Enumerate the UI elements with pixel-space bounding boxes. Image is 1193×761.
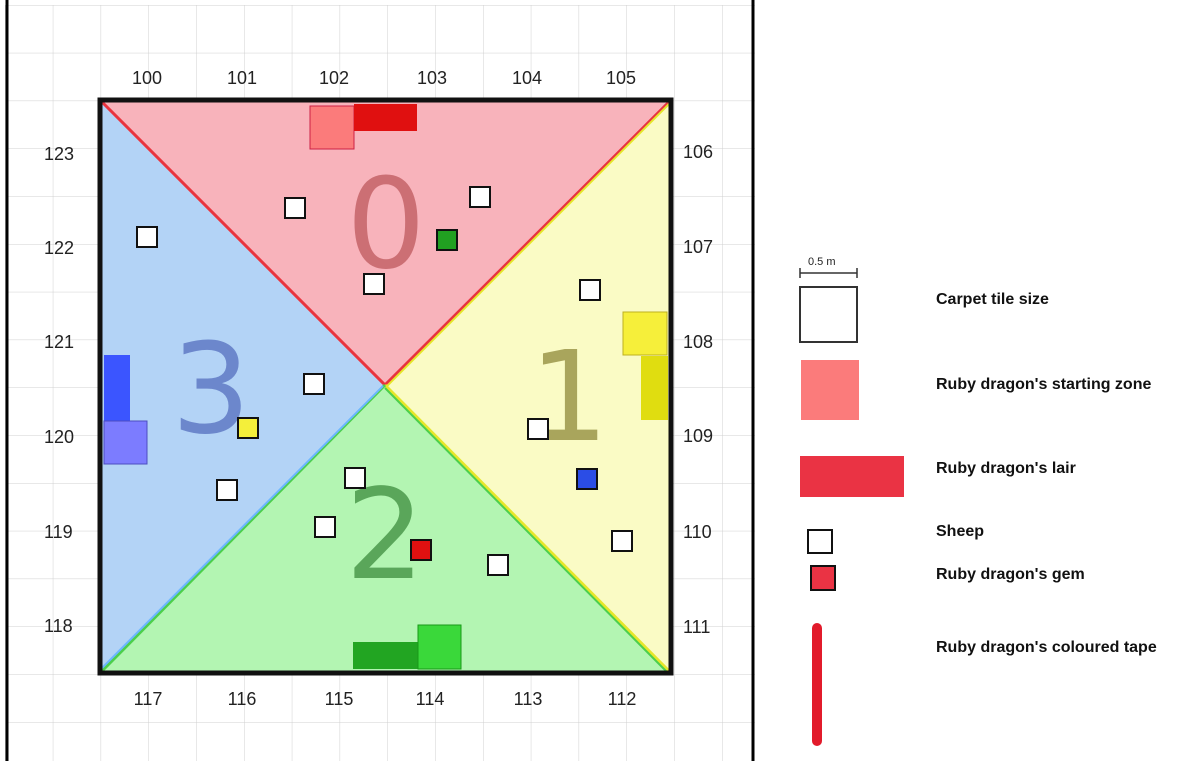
legend-tape-label: Ruby dragon's coloured tape xyxy=(936,639,1157,656)
zone-2-triangle xyxy=(100,385,671,673)
legend-gem-label: Ruby dragon's gem xyxy=(936,566,1085,583)
yellow-dragon-lair xyxy=(641,356,668,420)
bottom-label: 113 xyxy=(514,689,543,709)
blue-dragon-lair xyxy=(104,355,130,421)
gem-swatch xyxy=(810,565,836,591)
sheep xyxy=(344,467,366,489)
sheep xyxy=(363,273,385,295)
left-label: 122 xyxy=(44,238,74,258)
zone-0-number: 0 xyxy=(346,152,426,297)
green-dragon-starting-zone xyxy=(417,624,462,670)
top-label: 100 xyxy=(132,68,162,88)
bottom-label: 115 xyxy=(325,689,354,709)
zone-3-triangle xyxy=(100,100,385,673)
left-label: 118 xyxy=(44,616,73,636)
diagonal-tape-blue-2 xyxy=(101,385,384,669)
left-label: 120 xyxy=(44,427,74,447)
right-label: 108 xyxy=(683,332,713,352)
legend-sheep-label: Sheep xyxy=(936,523,985,540)
diagonal-tape-red xyxy=(100,100,387,387)
zone-1-triangle xyxy=(385,100,671,673)
sheep xyxy=(284,197,306,219)
sheep-group xyxy=(136,186,633,576)
legend-carpet-tile-label: Carpet tile size xyxy=(936,291,1049,308)
sheep xyxy=(579,279,601,301)
sheep xyxy=(216,479,238,501)
carpet-tile-swatch xyxy=(799,286,858,343)
legend-lair-label: Ruby dragon's lair xyxy=(936,460,1076,477)
red-gem xyxy=(410,539,432,561)
green-gem xyxy=(436,229,458,251)
yellow-dragon-starting-zone xyxy=(622,311,668,356)
sheep xyxy=(314,516,336,538)
right-label: 106 xyxy=(683,142,713,162)
sheep xyxy=(469,186,491,208)
sheep xyxy=(527,418,549,440)
diagonal-tape-yellow-red xyxy=(383,100,671,387)
top-label: 104 xyxy=(512,68,542,88)
ruby-dragon-lair xyxy=(354,104,417,131)
starting-zone-swatch xyxy=(801,360,859,420)
right-label: 111 xyxy=(683,617,710,637)
top-label: 101 xyxy=(227,68,257,88)
bottom-label: 117 xyxy=(134,689,163,709)
blue-dragon-starting-zone xyxy=(103,420,148,465)
bottom-label: 116 xyxy=(228,689,257,709)
diagonal-tape-yellow xyxy=(386,103,670,387)
sheep-swatch xyxy=(807,529,833,554)
diagonal-tape-green xyxy=(383,383,671,673)
green-dragon-lair xyxy=(353,642,418,669)
legend xyxy=(799,268,904,746)
left-label: 121 xyxy=(44,332,74,352)
left-label: 119 xyxy=(44,522,73,542)
sheep xyxy=(487,554,509,576)
scale-label: 0.5 m xyxy=(808,256,836,268)
ruby-dragon-starting-zone xyxy=(309,105,355,150)
bottom-label: 114 xyxy=(416,689,445,709)
left-label: 123 xyxy=(44,144,74,164)
zone-0-triangle xyxy=(100,100,671,385)
right-label: 110 xyxy=(683,522,712,542)
zone-1-number: 1 xyxy=(529,325,609,470)
top-label: 103 xyxy=(417,68,447,88)
top-label: 105 xyxy=(606,68,636,88)
right-label: 109 xyxy=(683,426,713,446)
yellow-gem xyxy=(237,417,259,439)
sheep xyxy=(136,226,158,248)
sheep xyxy=(611,530,633,552)
zone-3-number: 3 xyxy=(171,317,251,462)
lair-swatch xyxy=(800,456,904,497)
blue-gem xyxy=(576,468,598,490)
diagonal-tape-green-2 xyxy=(384,387,667,672)
right-label: 107 xyxy=(683,237,713,257)
arena-border xyxy=(97,97,674,676)
bottom-label: 112 xyxy=(608,689,637,709)
legend-starting-zone-label: Ruby dragon's starting zone xyxy=(936,376,1152,393)
sheep xyxy=(303,373,325,395)
top-label: 102 xyxy=(319,68,349,88)
